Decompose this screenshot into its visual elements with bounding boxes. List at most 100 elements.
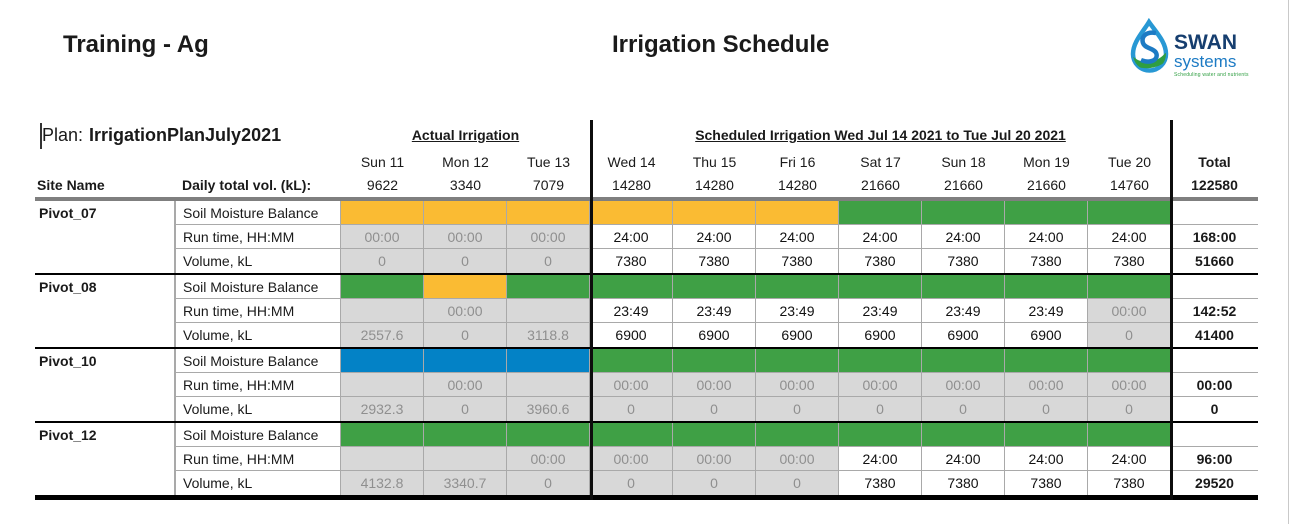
scheduled-irrigation-header: Scheduled Irrigation Wed Jul 14 2021 to …	[590, 120, 1171, 150]
volume-cell: 0	[1088, 397, 1171, 421]
runtime-cell: 00:00	[341, 225, 424, 249]
smb-cell	[673, 275, 756, 299]
volume-cell[interactable]: 7380	[1088, 471, 1171, 495]
volume-cell[interactable]: 7380	[1088, 249, 1171, 273]
row-label-runtime: Run time, HH:MM	[175, 299, 341, 323]
day-header: Sun 18	[922, 150, 1005, 173]
smb-total-cell	[1171, 349, 1258, 373]
runtime-cell: 00:00	[756, 447, 839, 471]
page-title: Irrigation Schedule	[612, 31, 830, 58]
runtime-cell[interactable]: 24:00	[590, 225, 673, 249]
smb-cell	[1005, 201, 1088, 225]
water-drop-icon	[1130, 18, 1169, 73]
runtime-cell	[341, 447, 424, 471]
runtime-cell: 00:00	[673, 447, 756, 471]
daily-total-value: 14280	[590, 173, 673, 197]
runtime-total: 142:52	[1171, 299, 1258, 323]
smb-cell	[507, 349, 590, 373]
volume-cell[interactable]: 6900	[756, 323, 839, 347]
runtime-cell[interactable]: 24:00	[839, 447, 922, 471]
runtime-cell[interactable]: 24:00	[756, 225, 839, 249]
smb-cell	[507, 423, 590, 447]
runtime-cell[interactable]: 24:00	[922, 225, 1005, 249]
volume-cell[interactable]: 7380	[673, 249, 756, 273]
runtime-cell[interactable]: 24:00	[1005, 447, 1088, 471]
runtime-cell[interactable]: 23:49	[673, 299, 756, 323]
smb-cell	[341, 349, 424, 373]
runtime-cell: 00:00	[590, 447, 673, 471]
row-label-smb: Soil Moisture Balance	[175, 349, 341, 373]
volume-cell[interactable]: 6900	[839, 323, 922, 347]
right-edge-line	[1288, 0, 1289, 524]
irrigation-schedule-table: Plan: IrrigationPlanJuly2021 Actual Irriga…	[35, 120, 1258, 500]
row-label-smb: Soil Moisture Balance	[175, 275, 341, 299]
logo-brand2-text: systems	[1174, 52, 1236, 71]
volume-cell: 0	[673, 471, 756, 495]
runtime-cell[interactable]: 24:00	[1005, 225, 1088, 249]
volume-total: 29520	[1171, 471, 1258, 495]
volume-cell[interactable]: 7380	[756, 249, 839, 273]
runtime-cell[interactable]: 24:00	[673, 225, 756, 249]
runtime-cell[interactable]: 24:00	[839, 225, 922, 249]
smb-cell	[673, 423, 756, 447]
smb-total-cell	[1171, 423, 1258, 447]
volume-cell[interactable]: 7380	[590, 249, 673, 273]
volume-cell[interactable]: 7380	[1005, 471, 1088, 495]
runtime-cell: 00:00	[424, 299, 507, 323]
row-label-volume: Volume, kL	[175, 323, 341, 347]
volume-cell[interactable]: 6900	[1005, 323, 1088, 347]
row-label-runtime: Run time, HH:MM	[175, 225, 341, 249]
runtime-cell[interactable]: 23:49	[1005, 299, 1088, 323]
runtime-cell[interactable]: 23:49	[922, 299, 1005, 323]
volume-cell[interactable]: 7380	[1005, 249, 1088, 273]
volume-cell: 0	[507, 471, 590, 495]
smb-cell	[922, 201, 1005, 225]
runtime-cell[interactable]: 23:49	[590, 299, 673, 323]
volume-cell[interactable]: 7380	[839, 249, 922, 273]
group-separator	[35, 347, 1258, 349]
volume-cell: 0	[590, 471, 673, 495]
total-header-spacer	[1171, 120, 1258, 150]
row-label-volume: Volume, kL	[175, 471, 341, 495]
group-separator	[35, 273, 1258, 275]
volume-cell: 0	[922, 397, 1005, 421]
site-name: Pivot_08	[35, 275, 175, 347]
row-label-runtime: Run time, HH:MM	[175, 447, 341, 471]
volume-cell[interactable]: 7380	[922, 471, 1005, 495]
smb-cell	[673, 349, 756, 373]
smb-total-cell	[1171, 201, 1258, 225]
volume-cell[interactable]: 7380	[839, 471, 922, 495]
volume-cell: 0	[756, 397, 839, 421]
total-header: Total	[1171, 150, 1258, 173]
volume-cell: 4132.8	[341, 471, 424, 495]
volume-cell: 0	[839, 397, 922, 421]
runtime-cell	[341, 373, 424, 397]
day-header: Thu 15	[673, 150, 756, 173]
volume-cell[interactable]: 7380	[922, 249, 1005, 273]
total-column-divider	[1170, 120, 1173, 500]
smb-cell	[756, 201, 839, 225]
volume-cell[interactable]: 6900	[922, 323, 1005, 347]
smb-cell	[424, 275, 507, 299]
grand-total-value: 122580	[1171, 173, 1258, 197]
volume-total: 41400	[1171, 323, 1258, 347]
runtime-cell[interactable]: 24:00	[922, 447, 1005, 471]
volume-cell[interactable]: 6900	[673, 323, 756, 347]
runtime-cell[interactable]: 24:00	[1088, 225, 1171, 249]
smb-cell	[839, 423, 922, 447]
plan-cursor-line	[40, 123, 42, 149]
runtime-cell: 00:00	[590, 373, 673, 397]
logo-tagline-text: Scheduling water and nutrients	[1174, 72, 1249, 78]
runtime-cell: 00:00	[1088, 373, 1171, 397]
runtime-cell[interactable]: 24:00	[1088, 447, 1171, 471]
smb-cell	[424, 201, 507, 225]
smb-cell	[1088, 423, 1171, 447]
runtime-cell[interactable]: 23:49	[839, 299, 922, 323]
runtime-cell: 00:00	[922, 373, 1005, 397]
volume-cell: 0	[590, 397, 673, 421]
day-header: Wed 14	[590, 150, 673, 173]
runtime-cell[interactable]: 23:49	[756, 299, 839, 323]
plan-name: IrrigationPlanJuly2021	[89, 124, 282, 145]
smb-cell	[341, 423, 424, 447]
volume-cell[interactable]: 6900	[590, 323, 673, 347]
